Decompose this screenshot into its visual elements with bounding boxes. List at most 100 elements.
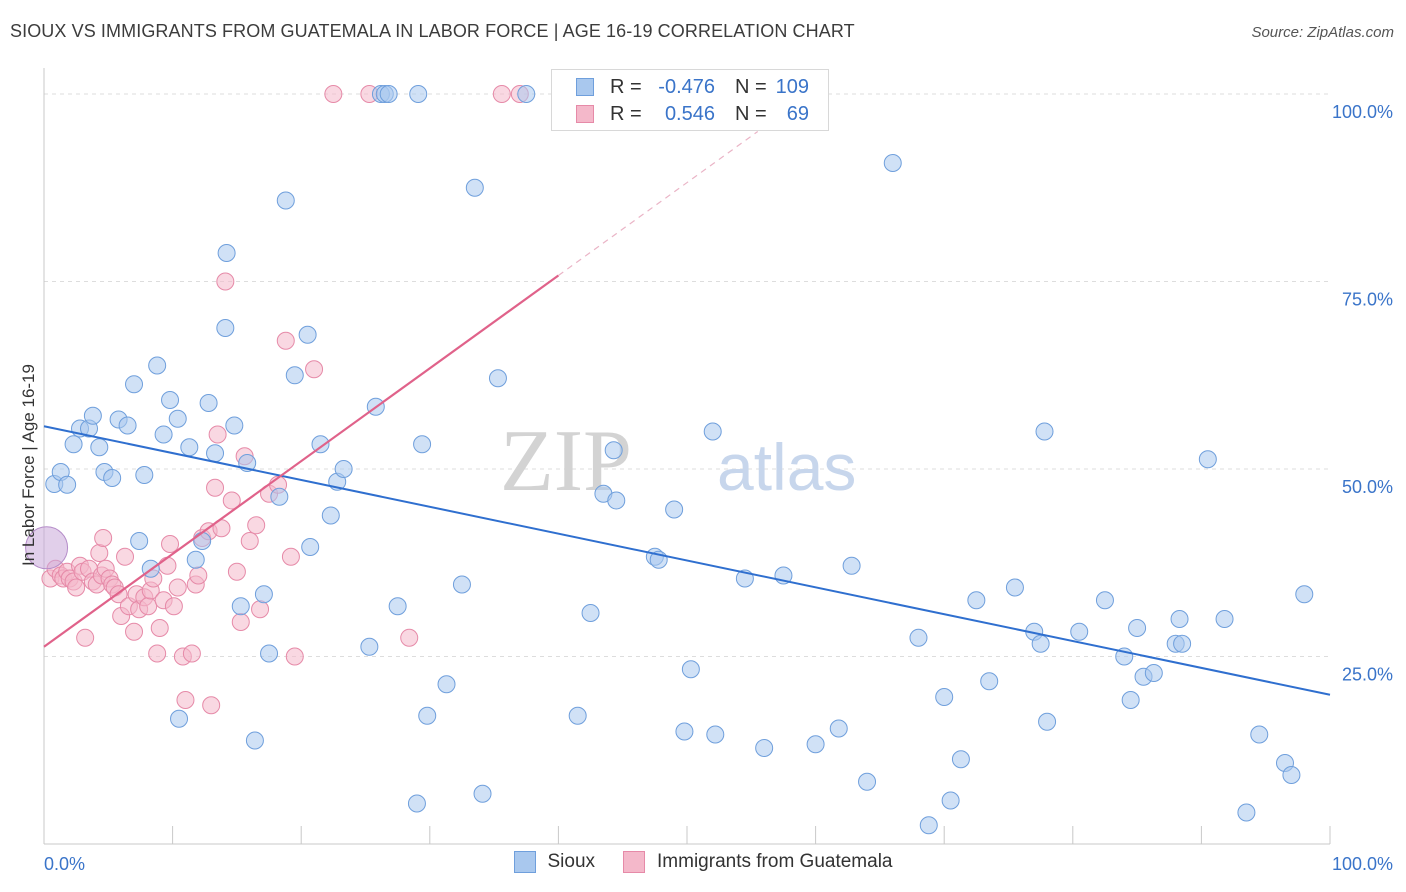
sioux-point — [168, 409, 187, 428]
guatemala-point — [158, 556, 177, 575]
y-tick-label: 75.0% — [1342, 290, 1393, 310]
sioux-point — [1121, 691, 1140, 709]
sioux-point — [217, 244, 236, 262]
sioux-point — [270, 487, 289, 506]
sioux-point — [883, 154, 902, 172]
guatemala-point — [125, 622, 144, 641]
guatemala-point — [247, 516, 266, 535]
sioux-point — [225, 416, 244, 435]
sioux-points — [25, 85, 1314, 835]
guatemala-swatch — [576, 105, 594, 123]
guatemala-point — [492, 85, 511, 103]
sioux-point — [1170, 610, 1189, 628]
sioux-point — [216, 319, 235, 337]
sioux-point — [254, 585, 273, 604]
sioux-point — [1031, 634, 1050, 653]
guatemala-point — [94, 529, 113, 547]
sioux-point — [1250, 725, 1269, 744]
sioux-point — [604, 441, 623, 460]
r-value: 0.546 — [664, 102, 715, 125]
sioux-point — [125, 375, 144, 394]
sioux-point — [1038, 712, 1057, 731]
guatemala-point — [164, 597, 183, 616]
sioux-point — [806, 735, 825, 754]
sioux-point — [607, 491, 626, 510]
sioux-point — [103, 469, 122, 487]
guatemala-point — [231, 613, 250, 631]
guatemala-trend-line — [43, 274, 560, 648]
guatemala-point — [148, 644, 167, 663]
sioux-point — [90, 438, 109, 457]
y-tick-label: 100.0% — [1332, 102, 1393, 122]
guatemala-trend-extension — [558, 131, 759, 276]
sioux-point — [148, 356, 167, 375]
sioux-point — [360, 637, 379, 656]
sioux-point — [1070, 622, 1089, 641]
sioux-point — [418, 706, 437, 725]
sioux-point — [58, 475, 77, 494]
sioux-point — [829, 719, 848, 738]
sioux-point — [161, 391, 180, 409]
sioux-point — [1005, 578, 1024, 597]
guatemala-point — [90, 544, 109, 562]
sioux-point — [517, 85, 536, 103]
sioux-point — [276, 191, 295, 210]
sioux-point — [1128, 619, 1147, 637]
sioux-point — [260, 644, 279, 663]
series-legend: Sioux Immigrants from Guatemala — [0, 851, 1406, 873]
sioux-point — [951, 750, 970, 769]
sioux-point — [755, 739, 774, 757]
sioux-point — [409, 85, 428, 103]
sioux-point — [321, 506, 340, 525]
sioux-point — [1282, 766, 1301, 784]
correlation-legend: R = -0.476 N = 109 R = 0.546 N = 69 — [551, 69, 829, 131]
sioux-point — [1237, 803, 1256, 822]
sioux-point — [193, 532, 212, 550]
sioux-point — [568, 706, 587, 725]
sioux-point — [180, 438, 199, 457]
legend-label-guatemala: Immigrants from Guatemala — [657, 851, 893, 872]
sioux-point — [154, 425, 173, 444]
guatemala-point — [400, 628, 419, 647]
guatemala-point — [324, 85, 343, 103]
sioux-point — [64, 435, 83, 454]
guatemala-point — [168, 578, 187, 597]
x-tick-label: 100.0% — [1332, 854, 1393, 874]
zipatlas-watermark: ZIP atlas — [500, 413, 856, 510]
cluster-point — [25, 526, 69, 570]
sioux-point — [473, 784, 492, 803]
sioux-point — [1173, 634, 1192, 653]
sioux-point — [675, 722, 694, 741]
sioux-point — [83, 406, 102, 425]
axes — [43, 68, 1331, 845]
sioux-point — [206, 444, 225, 463]
r-label: R = — [610, 75, 642, 98]
sioux-point — [407, 794, 426, 813]
guatemala-swatch — [623, 851, 646, 873]
sioux-point — [413, 435, 432, 454]
guatemala-point — [76, 628, 95, 647]
sioux-point — [967, 591, 986, 610]
sioux-point — [130, 532, 149, 550]
chart-title: SIOUX VS IMMIGRANTS FROM GUATEMALA IN LA… — [10, 21, 855, 41]
sioux-point — [118, 416, 137, 435]
guatemala-point — [276, 331, 295, 350]
sioux-point — [488, 369, 507, 388]
sioux-point — [388, 597, 407, 616]
sioux-trend-line — [43, 425, 1331, 696]
guatemala-point — [281, 547, 300, 566]
legend-item-guatemala: Immigrants from Guatemala — [623, 851, 893, 873]
n-label: N = — [735, 75, 767, 98]
sioux-point — [298, 325, 317, 344]
sioux-point — [1215, 610, 1234, 628]
sioux-point — [301, 538, 320, 556]
n-value: 109 — [775, 75, 809, 98]
tick-labels: 100.0% 75.0% 50.0% 25.0% 0.0% 100.0% — [44, 102, 1393, 874]
sioux-point — [1144, 664, 1163, 682]
guatemala-point — [285, 647, 304, 666]
sioux-point — [334, 460, 353, 478]
sioux-point — [581, 604, 600, 622]
guatemala-point — [305, 360, 324, 379]
legend-item-sioux: Sioux — [513, 851, 595, 873]
x-tick-label: 0.0% — [44, 854, 85, 874]
